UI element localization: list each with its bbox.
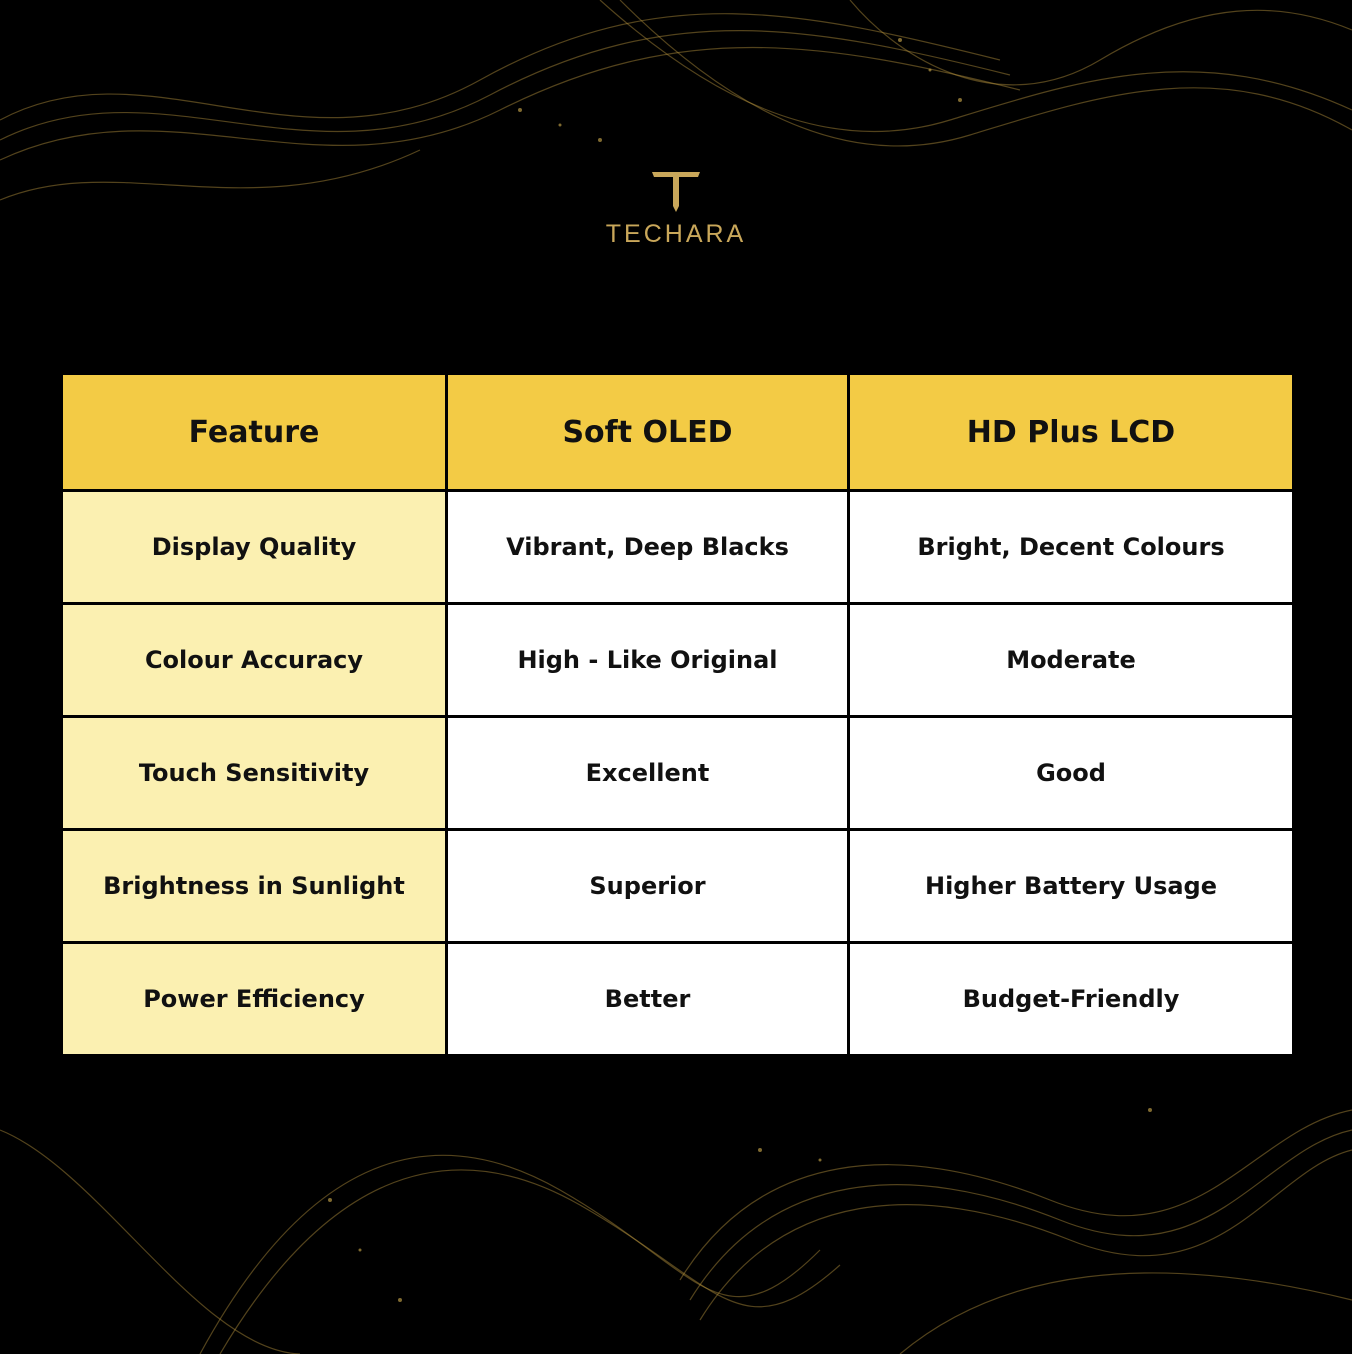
feature-cell: Colour Accuracy (60, 602, 448, 718)
header-hd-plus-lcd: HD Plus LCD (847, 372, 1295, 492)
comparison-table: Feature Soft OLED HD Plus LCD Display Qu… (60, 372, 1295, 1057)
table-row: Brightness in Sunlight Superior Higher B… (60, 828, 1295, 944)
soft-oled-cell: High - Like Original (445, 602, 850, 718)
feature-cell: Touch Sensitivity (60, 715, 448, 831)
soft-oled-cell: Better (445, 941, 850, 1057)
table-row: Power Efficiency Better Budget-Friendly (60, 941, 1295, 1057)
feature-cell: Brightness in Sunlight (60, 828, 448, 944)
feature-cell: Display Quality (60, 489, 448, 605)
soft-oled-cell: Superior (445, 828, 850, 944)
header-soft-oled: Soft OLED (445, 372, 850, 492)
table-row: Display Quality Vibrant, Deep Blacks Bri… (60, 489, 1295, 605)
brand-name: TECHARA (605, 220, 747, 248)
hd-plus-lcd-cell: Higher Battery Usage (847, 828, 1295, 944)
table-row: Touch Sensitivity Excellent Good (60, 715, 1295, 831)
techara-logo: TECHARA (0, 172, 1352, 249)
hd-plus-lcd-cell: Good (847, 715, 1295, 831)
gold-wave-decoration-bottom (0, 1108, 1352, 1354)
hd-plus-lcd-cell: Budget-Friendly (847, 941, 1295, 1057)
hd-plus-lcd-cell: Moderate (847, 602, 1295, 718)
table-row: Colour Accuracy High - Like Original Mod… (60, 602, 1295, 718)
hd-plus-lcd-cell: Bright, Decent Colours (847, 489, 1295, 605)
logo-t-mark-icon (652, 172, 700, 212)
soft-oled-cell: Excellent (445, 715, 850, 831)
header-feature: Feature (60, 372, 448, 492)
feature-cell: Power Efficiency (60, 941, 448, 1057)
header-row: Feature Soft OLED HD Plus LCD (60, 372, 1295, 492)
gold-wave-decoration-top (0, 0, 1352, 201)
soft-oled-cell: Vibrant, Deep Blacks (445, 489, 850, 605)
